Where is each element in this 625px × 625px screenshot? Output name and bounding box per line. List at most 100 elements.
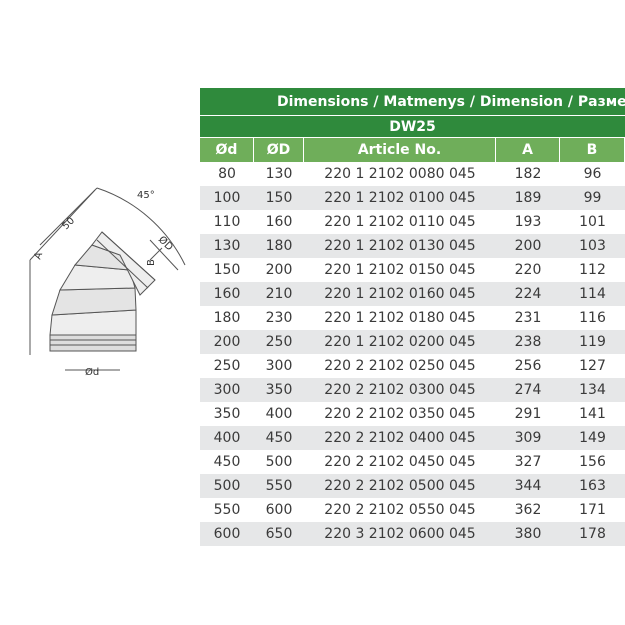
table-cell: 220 1 2102 0160 045 xyxy=(324,286,476,302)
table-cell: 220 1 2102 0180 045 xyxy=(324,310,476,326)
table-cell: 149 xyxy=(579,430,606,446)
table-cell: 182 xyxy=(514,166,542,182)
table-cell: 220 1 2102 0080 045 xyxy=(324,166,476,182)
table-cell: 96 xyxy=(583,166,602,182)
table-cell: 250 xyxy=(265,334,293,350)
table-cell: 200 xyxy=(514,238,542,254)
table-row: 250 300 220 2 2102 0250 045 256 127 xyxy=(200,354,625,378)
table-cell: 450 xyxy=(265,430,293,446)
table-subtitle: DW25 xyxy=(200,116,625,138)
column-header: A xyxy=(496,138,560,162)
table-cell: 220 2 2102 0550 045 xyxy=(324,502,476,518)
table-cell: 189 xyxy=(514,190,542,206)
table-row: 100 150 220 1 2102 0100 045 189 99 xyxy=(200,186,625,210)
table-cell: 100 xyxy=(213,190,241,206)
table-cell: 150 xyxy=(213,262,241,278)
table-cell: 220 2 2102 0500 045 xyxy=(324,478,476,494)
column-header: Article No. xyxy=(304,138,496,162)
table-cell: 300 xyxy=(213,382,241,398)
table-cell: 103 xyxy=(579,238,606,254)
table-cell: 220 1 2102 0130 045 xyxy=(324,238,476,254)
table-cell: 101 xyxy=(579,214,606,230)
table-cell: 134 xyxy=(579,382,606,398)
length-label: 50 xyxy=(60,215,77,232)
table-cell: 500 xyxy=(265,454,293,470)
table-row: 150 200 220 1 2102 0150 045 220 112 xyxy=(200,258,625,282)
table-cell: 150 xyxy=(265,190,293,206)
table-cell: 180 xyxy=(265,238,293,254)
table-cell: 193 xyxy=(514,214,542,230)
table-cell: 224 xyxy=(514,286,542,302)
column-header: Ød xyxy=(200,138,254,162)
table-cell: 220 1 2102 0200 045 xyxy=(324,334,476,350)
table-cell: 350 xyxy=(265,382,293,398)
table-cell: 550 xyxy=(213,502,241,518)
table-cell: 500 xyxy=(213,478,241,494)
table-cell: 114 xyxy=(579,286,606,302)
table-cell: 160 xyxy=(213,286,241,302)
table-cell: 110 xyxy=(213,214,241,230)
table-cell: 380 xyxy=(514,526,542,542)
table-cell: 220 2 2102 0450 045 xyxy=(324,454,476,470)
table-cell: 220 2 2102 0250 045 xyxy=(324,358,476,374)
table-cell: 220 3 2102 0600 045 xyxy=(324,526,476,542)
angle-label: 45° xyxy=(137,190,155,201)
table-cell: 350 xyxy=(213,406,241,422)
table-row: 130 180 220 1 2102 0130 045 200 103 xyxy=(200,234,625,258)
table-cell: 274 xyxy=(514,382,542,398)
table-row: 160 210 220 1 2102 0160 045 224 114 xyxy=(200,282,625,306)
table-cell: 200 xyxy=(213,334,241,350)
table-cell: 178 xyxy=(579,526,606,542)
table-cell: 650 xyxy=(265,526,293,542)
table-cell: 231 xyxy=(514,310,542,326)
table-row: 300 350 220 2 2102 0300 045 274 134 xyxy=(200,378,625,402)
outer-diameter-label: ØD xyxy=(156,234,176,254)
table-cell: 291 xyxy=(514,406,542,422)
table-cell: 160 xyxy=(265,214,293,230)
table: Dimensions / Matmenys / Dimension / Разм… xyxy=(200,88,625,546)
table-cell: 250 xyxy=(213,358,241,374)
table-cell: 220 2 2102 0400 045 xyxy=(324,430,476,446)
table-cell: 400 xyxy=(213,430,241,446)
table-cell: 210 xyxy=(265,286,293,302)
inner-diameter-label: Ød xyxy=(85,366,99,378)
table-cell: 141 xyxy=(579,406,606,422)
a-label: A xyxy=(32,251,45,261)
table-title: Dimensions / Matmenys / Dimension / Разм… xyxy=(200,88,625,116)
table-cell: 600 xyxy=(213,526,241,542)
table-cell: 99 xyxy=(583,190,602,206)
elbow-drawing: 45° 50 A ØD B Ød xyxy=(29,187,186,378)
table-row: 450 500 220 2 2102 0450 045 327 156 xyxy=(200,450,625,474)
column-header: B xyxy=(560,138,625,162)
table-cell: 156 xyxy=(579,454,606,470)
table-cell: 600 xyxy=(265,502,293,518)
table-row: 350 400 220 2 2102 0350 045 291 141 xyxy=(200,402,625,426)
column-headers: Ød ØD Article No. A B xyxy=(200,138,625,162)
table-cell: 127 xyxy=(579,358,606,374)
table-cell: 238 xyxy=(514,334,542,350)
table-cell: 200 xyxy=(265,262,293,278)
table-cell: 450 xyxy=(213,454,241,470)
table-body: 80 130 220 1 2102 0080 045 182 96 100 150 220 1… xyxy=(200,162,625,546)
table-row: 400 450 220 2 2102 0400 045 309 149 xyxy=(200,426,625,450)
table-cell: 230 xyxy=(265,310,293,326)
column-header: ØD xyxy=(254,138,304,162)
table-cell: 163 xyxy=(579,478,606,494)
table-cell: 180 xyxy=(213,310,241,326)
table-row: 180 230 220 1 2102 0180 045 231 116 xyxy=(200,306,625,330)
table-row: 500 550 220 2 2102 0500 045 344 163 xyxy=(200,474,625,498)
table-row: 600 650 220 3 2102 0600 045 380 178 xyxy=(200,522,625,546)
table-cell: 116 xyxy=(579,310,606,326)
table-cell: 256 xyxy=(514,358,542,374)
table-cell: 220 xyxy=(514,262,542,278)
table-row: 80 130 220 1 2102 0080 045 182 96 xyxy=(200,162,625,186)
table-cell: 344 xyxy=(514,478,542,494)
table-cell: 300 xyxy=(265,358,293,374)
table-cell: 327 xyxy=(514,454,542,470)
table-cell: 220 2 2102 0300 045 xyxy=(324,382,476,398)
table-cell: 362 xyxy=(514,502,542,518)
table-row: 550 600 220 2 2102 0550 045 362 171 xyxy=(200,498,625,522)
table-cell: 130 xyxy=(213,238,241,254)
table-cell: 220 2 2102 0350 045 xyxy=(324,406,476,422)
